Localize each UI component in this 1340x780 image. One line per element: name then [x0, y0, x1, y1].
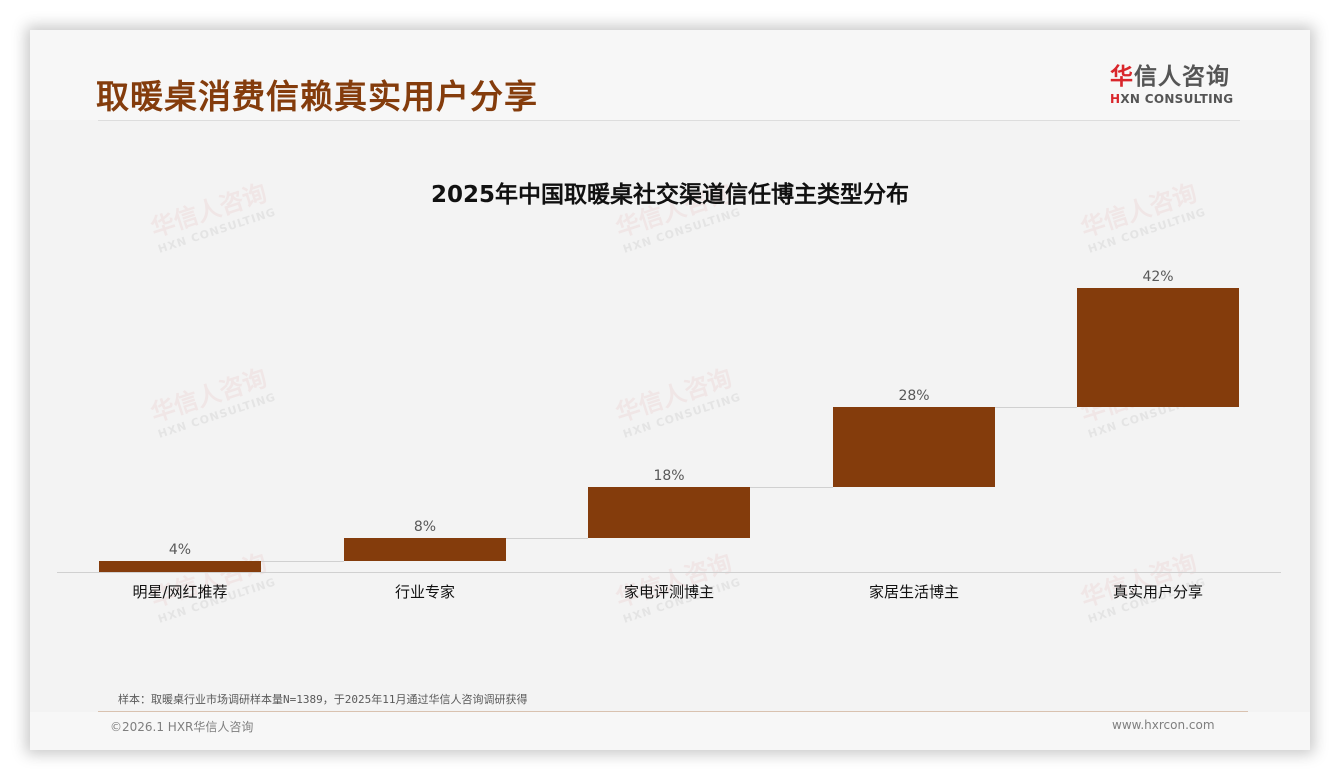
slide: 取暖桌消费信赖真实用户分享 华信人咨询 HXN CONSULTING 华信人咨询… — [30, 30, 1310, 750]
logo-en-text: XN CONSULTING — [1120, 92, 1234, 106]
bar-4 — [833, 407, 995, 487]
value-label: 28% — [898, 388, 930, 405]
footer-divider — [98, 711, 1248, 712]
logo-accent: 华 — [1110, 64, 1134, 90]
connector-line — [995, 407, 1077, 409]
value-label: 42% — [1142, 269, 1174, 285]
connector-line — [261, 560, 344, 562]
category-label: 家居生活博主 — [868, 583, 959, 601]
connector-line — [750, 486, 833, 488]
logo-chinese: 华信人咨询 — [1110, 64, 1240, 90]
footer-band — [30, 712, 1310, 750]
value-label: 4% — [168, 541, 192, 558]
value-label: 8% — [413, 518, 437, 535]
category-label: 行业专家 — [394, 583, 455, 601]
bar-2 — [344, 537, 506, 561]
bar-3 — [588, 486, 750, 538]
category-label: 家电评测博主 — [623, 583, 714, 601]
company-logo: 华信人咨询 HXN CONSULTING — [1110, 64, 1240, 106]
x-axis-line — [57, 572, 1281, 573]
copyright-text: ©2026.1 HXR华信人咨询 — [110, 720, 254, 734]
bar-1 — [99, 560, 261, 572]
logo-en-accent: H — [1110, 92, 1121, 106]
waterfall-chart: 4% 明星/网红推荐 8% 行业专家 18% 家电评测博主 28% 家居生活博主 42% 真实用户… — [30, 30, 1310, 750]
chart-title: 2025年中国取暖桌社交渠道信任博主类型分布 — [430, 182, 909, 208]
sample-footnote: 样本：取暖桌行业市场调研样本量N=1389，于2025年11月通过华信人咨询调研… — [118, 693, 528, 706]
page-title: 取暖桌消费信赖真实用户分享 — [96, 77, 538, 116]
value-label: 18% — [653, 467, 685, 484]
bar-5 — [1077, 288, 1239, 408]
logo-text: 信人咨询 — [1134, 64, 1230, 90]
header-band — [30, 30, 1310, 120]
title-divider — [98, 120, 1240, 121]
category-label: 明星/网红推荐 — [132, 583, 228, 601]
category-label: 真实用户分享 — [1112, 583, 1203, 601]
website-link[interactable]: www.hxrcon.com — [1112, 718, 1215, 732]
logo-english: HXN CONSULTING — [1110, 92, 1240, 106]
connector-line — [506, 537, 588, 539]
